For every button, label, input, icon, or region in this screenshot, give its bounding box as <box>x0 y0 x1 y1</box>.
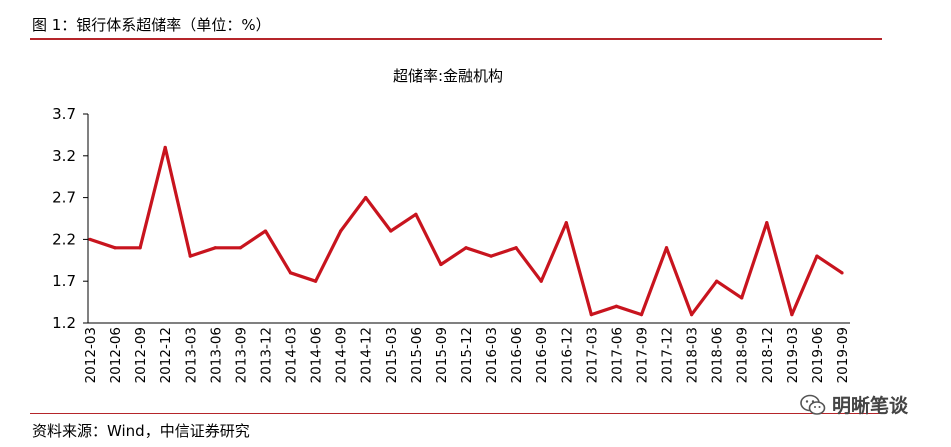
y-axis-ticks: 1.2 1.7 2.2 2.7 3.2 3.7 <box>52 105 88 332</box>
x-tick-label: 2014-06 <box>309 327 325 383</box>
data-point <box>389 229 393 233</box>
x-tick-label: 2019-03 <box>785 327 801 383</box>
x-tick-label: 2014-03 <box>284 327 300 383</box>
data-point <box>564 221 568 225</box>
x-tick-label: 2018-03 <box>685 327 701 383</box>
x-tick-label: 2014-09 <box>334 327 350 383</box>
data-point <box>589 313 593 317</box>
y-tick-label: 1.2 <box>52 314 76 332</box>
x-tick-label: 2014-12 <box>359 327 375 383</box>
data-point <box>188 254 192 258</box>
x-tick-label: 2015-09 <box>434 327 450 383</box>
y-tick-label: 2.2 <box>52 230 76 248</box>
data-point <box>740 296 744 300</box>
data-point <box>288 271 293 275</box>
y-tick-label: 3.7 <box>52 105 76 123</box>
x-tick-label: 2013-12 <box>258 327 274 383</box>
x-tick-label: 2013-03 <box>183 327 199 383</box>
watermark: 明晰笔谈 <box>800 391 908 418</box>
series-line <box>89 145 843 317</box>
data-point <box>138 246 142 250</box>
watermark-text: 明晰笔谈 <box>832 395 909 417</box>
data-point <box>414 212 418 216</box>
data-point <box>238 246 242 250</box>
data-point <box>715 279 719 283</box>
x-tick-label: 2012-09 <box>133 327 149 383</box>
data-point <box>790 313 794 317</box>
x-axis-ticks: 2012-03 2012-06 2012-09 2012-12 2013-03 2013-… <box>83 327 851 383</box>
chart-title: 超储率:金融机构 <box>393 67 503 85</box>
x-tick-label: 2013-09 <box>233 327 249 383</box>
bottom-rule <box>30 413 882 414</box>
top-rule <box>30 38 882 40</box>
x-tick-label: 2016-03 <box>484 327 500 383</box>
data-point <box>163 145 167 150</box>
y-tick-label: 1.7 <box>52 272 76 290</box>
figure-heading: 图 1：银行体系超储率（单位：%） <box>32 16 271 34</box>
x-tick-label: 2017-06 <box>609 327 625 383</box>
data-point <box>464 246 468 250</box>
data-point <box>765 221 769 225</box>
x-tick-label: 2015-06 <box>409 327 425 383</box>
x-tick-label: 2015-03 <box>384 327 400 383</box>
chart-axes <box>87 114 850 324</box>
data-point <box>213 246 217 250</box>
data-point <box>263 229 268 233</box>
data-point <box>88 237 92 241</box>
x-tick-label: 2019-09 <box>835 327 851 383</box>
data-point <box>690 313 694 317</box>
y-tick-label: 2.7 <box>52 189 76 207</box>
data-point <box>439 262 443 267</box>
x-tick-label: 2012-03 <box>83 327 99 383</box>
data-point <box>364 196 368 200</box>
x-tick-label: 2018-12 <box>760 327 776 383</box>
wechat-icon <box>800 394 826 415</box>
x-tick-label: 2017-03 <box>584 327 600 383</box>
data-point <box>539 279 543 283</box>
series-points <box>88 145 844 317</box>
x-tick-label: 2012-12 <box>158 327 174 383</box>
data-point <box>639 313 644 317</box>
x-tick-label: 2017-12 <box>660 327 676 383</box>
x-tick-label: 2016-06 <box>509 327 525 383</box>
x-tick-label: 2015-12 <box>459 327 475 383</box>
data-point <box>664 246 669 250</box>
data-point <box>113 246 117 250</box>
y-tick-label: 3.2 <box>52 147 76 165</box>
x-tick-label: 2012-06 <box>108 327 124 383</box>
x-tick-label: 2019-06 <box>810 327 826 383</box>
x-tick-label: 2013-06 <box>208 327 224 383</box>
data-point <box>314 279 318 283</box>
x-tick-label: 2017-09 <box>634 327 650 383</box>
x-tick-label: 2016-12 <box>559 327 575 383</box>
data-point <box>815 254 819 258</box>
data-point <box>614 304 619 308</box>
x-tick-label: 2018-09 <box>735 327 751 383</box>
x-tick-label: 2016-09 <box>534 327 550 383</box>
source-note: 资料来源：Wind，中信证券研究 <box>32 422 250 440</box>
data-point <box>339 229 343 233</box>
data-point <box>489 254 493 258</box>
data-point <box>514 246 518 250</box>
x-tick-label: 2018-06 <box>710 327 726 383</box>
data-point <box>840 271 844 275</box>
